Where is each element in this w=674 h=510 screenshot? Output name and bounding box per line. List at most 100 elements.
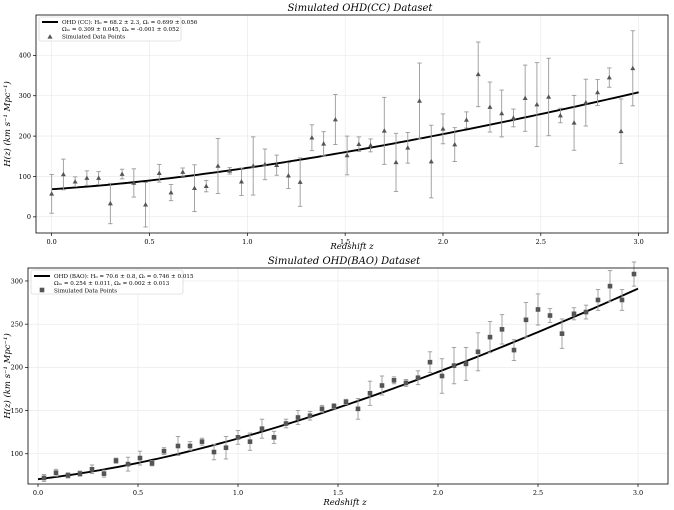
legend-line-label-2: Ωₘ = 0.254 ± 0.011, Ωₖ = 0.002 ± 0.013 xyxy=(54,281,170,287)
triangle-marker xyxy=(475,71,481,77)
triangle-marker xyxy=(72,179,78,184)
triangle-marker xyxy=(96,175,102,180)
data-point xyxy=(475,332,481,372)
square-marker xyxy=(439,373,445,379)
data-point xyxy=(125,456,131,472)
x-tick-label: 1.5 xyxy=(340,238,350,246)
ticks-layer: 0.0 0.5 1.0 1.5 2.0 2.5 3.0 100 150 200 250 300 xyxy=(11,277,644,497)
data-point xyxy=(191,164,197,213)
square-marker xyxy=(463,361,469,367)
data-point xyxy=(49,174,55,214)
square-marker xyxy=(367,390,373,396)
triangle-marker xyxy=(499,110,505,116)
fit-curve xyxy=(37,287,639,481)
x-tick-label: 0.0 xyxy=(46,238,56,246)
data-point xyxy=(53,468,59,477)
data-point xyxy=(65,472,71,479)
square-marker xyxy=(247,439,253,444)
data-point xyxy=(187,441,193,451)
square-marker xyxy=(595,297,601,303)
square-marker xyxy=(415,375,421,381)
x-tick-label: 3.0 xyxy=(633,238,643,246)
x-tick-label: 1.0 xyxy=(242,238,252,246)
data-point xyxy=(367,380,373,406)
data-point xyxy=(618,98,624,165)
data-point xyxy=(113,457,119,464)
square-marker xyxy=(379,383,385,388)
data-point xyxy=(499,314,505,345)
square-marker xyxy=(259,426,265,432)
data-point xyxy=(368,138,374,153)
square-marker xyxy=(307,413,313,419)
triangle-marker xyxy=(428,158,434,164)
triangle-marker xyxy=(131,180,137,185)
data-point xyxy=(331,403,337,410)
triangle-marker xyxy=(107,200,113,206)
data-point xyxy=(223,436,229,460)
triangle-marker xyxy=(452,141,458,147)
chart-title: Simulated OHD(CC) Dataset xyxy=(288,3,434,14)
data-point xyxy=(428,124,434,199)
triangle-marker xyxy=(262,161,268,167)
y-tick-label: 150 xyxy=(11,407,23,415)
square-marker xyxy=(223,445,229,451)
y-tick-label: 0 xyxy=(27,213,31,221)
square-marker xyxy=(355,406,361,412)
data-point xyxy=(295,410,301,425)
data-point xyxy=(535,293,541,326)
data-point xyxy=(297,157,303,207)
data-point xyxy=(285,162,291,190)
triangle-marker xyxy=(546,94,552,99)
data-point xyxy=(405,132,411,164)
triangle-marker xyxy=(510,115,516,120)
triangle-marker xyxy=(344,152,350,158)
square-marker xyxy=(199,439,205,444)
square-marker xyxy=(511,347,517,353)
x-axis-label: Redshift z xyxy=(329,242,374,252)
data-point xyxy=(143,182,149,228)
x-tick-label: 1.5 xyxy=(333,489,343,497)
data-point xyxy=(101,469,107,478)
square-marker xyxy=(547,313,553,318)
fit-curve xyxy=(51,91,639,191)
x-tick-label: 1.0 xyxy=(233,489,243,497)
square-marker xyxy=(607,283,613,289)
plot-frame xyxy=(35,14,669,234)
square-marker xyxy=(343,399,349,405)
data-point xyxy=(522,64,528,132)
data-point xyxy=(271,430,277,444)
data-point xyxy=(235,429,241,445)
triangle-marker xyxy=(274,162,280,167)
data-point xyxy=(534,62,540,148)
x-tick-label: 2.0 xyxy=(438,238,448,246)
data-point xyxy=(546,57,552,137)
data-point xyxy=(131,168,137,198)
legend-line-label-1: OHD (CC): H₀ = 68.2 ± 2.3, Ωₗ = 0.699 ± … xyxy=(62,19,198,26)
data-point xyxy=(630,30,636,107)
triangle-marker xyxy=(203,183,209,188)
data-point xyxy=(175,436,181,456)
fit-curve-layer xyxy=(37,287,639,481)
data-point xyxy=(463,347,469,381)
data-point xyxy=(355,398,361,420)
square-marker xyxy=(331,403,337,409)
data-point xyxy=(149,460,155,467)
data-point xyxy=(381,96,387,165)
grid xyxy=(28,268,668,484)
square-marker xyxy=(427,359,433,365)
y-tick-label: 200 xyxy=(11,364,23,372)
y-tick-label: 400 xyxy=(19,52,31,60)
triangle-marker xyxy=(227,168,233,173)
data-point xyxy=(547,308,553,323)
square-marker xyxy=(65,473,71,478)
triangle-marker xyxy=(238,179,244,184)
data-point xyxy=(391,376,397,385)
data-point xyxy=(321,131,327,157)
triangle-marker xyxy=(571,120,577,125)
triangle-marker xyxy=(534,102,540,107)
data-point xyxy=(440,113,446,145)
data-point xyxy=(595,289,601,311)
data-point xyxy=(119,168,125,180)
data-point xyxy=(571,307,577,321)
data-point xyxy=(180,167,186,177)
